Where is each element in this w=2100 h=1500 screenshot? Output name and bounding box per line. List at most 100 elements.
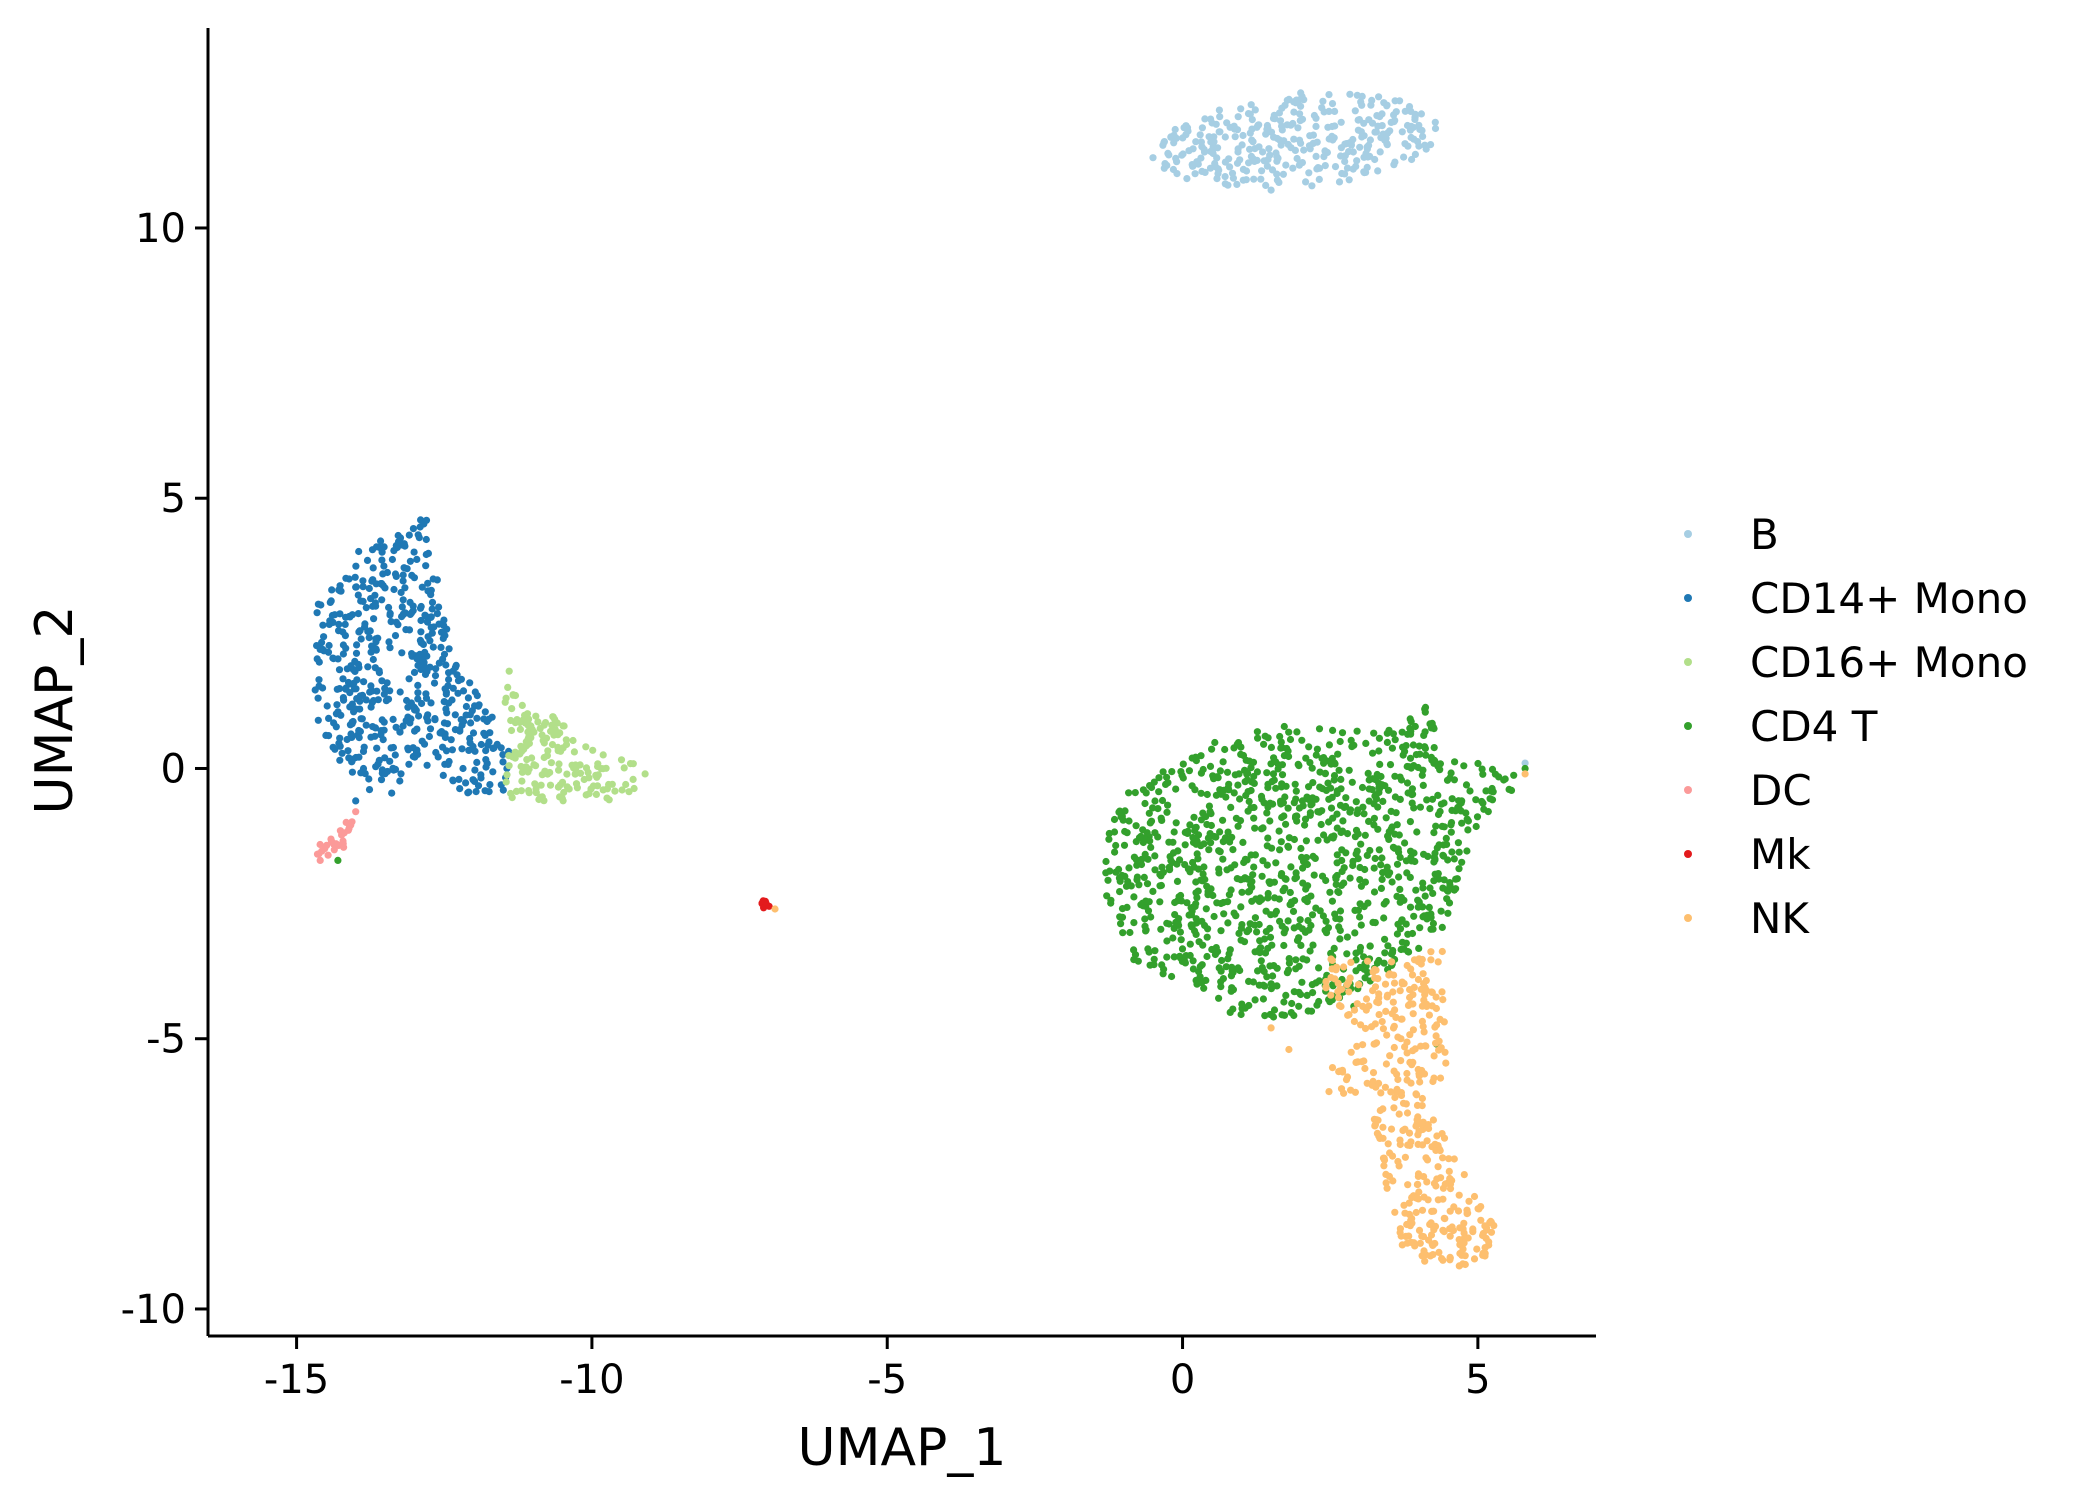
data-point	[372, 580, 380, 588]
data-point	[1257, 175, 1265, 183]
data-point	[1232, 814, 1240, 822]
data-point	[1388, 1152, 1397, 1160]
data-point	[481, 787, 489, 795]
data-point	[1418, 771, 1426, 779]
data-point	[424, 549, 432, 558]
data-point	[1206, 808, 1214, 816]
data-point	[1411, 722, 1419, 731]
data-point	[1110, 815, 1119, 824]
data-point	[407, 715, 415, 723]
data-point	[1334, 994, 1343, 1002]
data-point	[1221, 133, 1229, 141]
data-point	[547, 759, 556, 767]
data-point	[355, 734, 363, 742]
data-point	[1393, 930, 1401, 938]
data-point	[462, 779, 470, 787]
data-point	[1351, 107, 1359, 115]
data-point	[419, 654, 427, 662]
data-point	[1382, 1007, 1390, 1016]
data-point	[422, 690, 430, 698]
data-point	[1408, 799, 1416, 807]
data-point	[1436, 1015, 1444, 1024]
data-point	[1450, 1203, 1458, 1211]
legend-marker	[1684, 914, 1692, 922]
data-point	[1490, 1222, 1498, 1230]
data-point	[1264, 834, 1272, 842]
data-point	[1391, 158, 1399, 166]
data-point	[1370, 1040, 1378, 1048]
data-point	[1160, 164, 1168, 172]
data-point	[1351, 929, 1359, 937]
data-point	[1291, 146, 1299, 154]
data-point	[1338, 729, 1347, 737]
data-point	[1432, 1004, 1440, 1013]
data-point	[1475, 1205, 1483, 1213]
data-point	[380, 562, 388, 570]
data-point	[1261, 732, 1269, 740]
data-point	[1428, 795, 1437, 803]
data-point	[1392, 108, 1400, 116]
data-point	[1147, 843, 1155, 852]
data-point	[388, 789, 396, 797]
data-point	[1208, 745, 1216, 753]
data-point	[1408, 971, 1417, 979]
data-point	[421, 611, 429, 619]
y-tick-label: -5	[146, 1017, 186, 1063]
data-point	[1336, 915, 1344, 923]
data-point	[1418, 1121, 1426, 1129]
data-point	[404, 744, 412, 752]
data-point	[1277, 838, 1285, 846]
data-point	[424, 579, 432, 587]
data-point	[1333, 810, 1341, 818]
data-point	[1381, 935, 1389, 943]
data-point	[1273, 134, 1281, 143]
data-point	[1103, 892, 1111, 900]
data-point	[466, 679, 474, 687]
data-point	[1253, 728, 1261, 736]
data-point	[1361, 974, 1369, 982]
data-point	[488, 713, 496, 721]
data-point	[1376, 113, 1384, 121]
data-point	[1510, 771, 1518, 779]
data-point	[390, 585, 398, 594]
data-point	[424, 633, 432, 641]
data-point	[1389, 843, 1397, 851]
data-point	[1278, 771, 1287, 779]
data-point	[1237, 750, 1245, 759]
data-point	[333, 701, 341, 709]
data-point	[404, 703, 412, 711]
data-point	[387, 744, 395, 752]
data-point	[1438, 822, 1446, 831]
data-point	[1308, 911, 1317, 919]
data-point	[1231, 133, 1239, 141]
data-point	[1349, 165, 1357, 173]
data-point	[1141, 922, 1149, 930]
data-point	[1137, 860, 1146, 869]
data-point	[427, 699, 435, 707]
legend-item-b: B	[1684, 510, 1779, 559]
data-point	[413, 555, 421, 564]
data-point	[1280, 998, 1288, 1006]
data-point	[1384, 786, 1393, 794]
data-point	[1429, 919, 1437, 928]
data-point	[570, 748, 579, 756]
data-point	[1288, 999, 1296, 1008]
data-point	[1281, 925, 1289, 933]
data-point	[1323, 148, 1331, 157]
data-point	[1370, 888, 1379, 896]
data-point	[1419, 970, 1427, 978]
data-point	[1390, 118, 1398, 126]
data-point	[1306, 132, 1314, 140]
data-point	[1340, 963, 1348, 971]
data-point	[1432, 1032, 1440, 1040]
data-point	[1250, 863, 1258, 871]
data-point	[1374, 825, 1382, 833]
data-point	[584, 768, 592, 777]
data-point	[1170, 953, 1178, 961]
data-point	[1295, 922, 1303, 930]
data-point	[1431, 757, 1439, 765]
data-point	[1356, 913, 1364, 921]
data-point	[1335, 1002, 1344, 1010]
data-point	[538, 771, 546, 779]
data-point	[389, 715, 397, 724]
